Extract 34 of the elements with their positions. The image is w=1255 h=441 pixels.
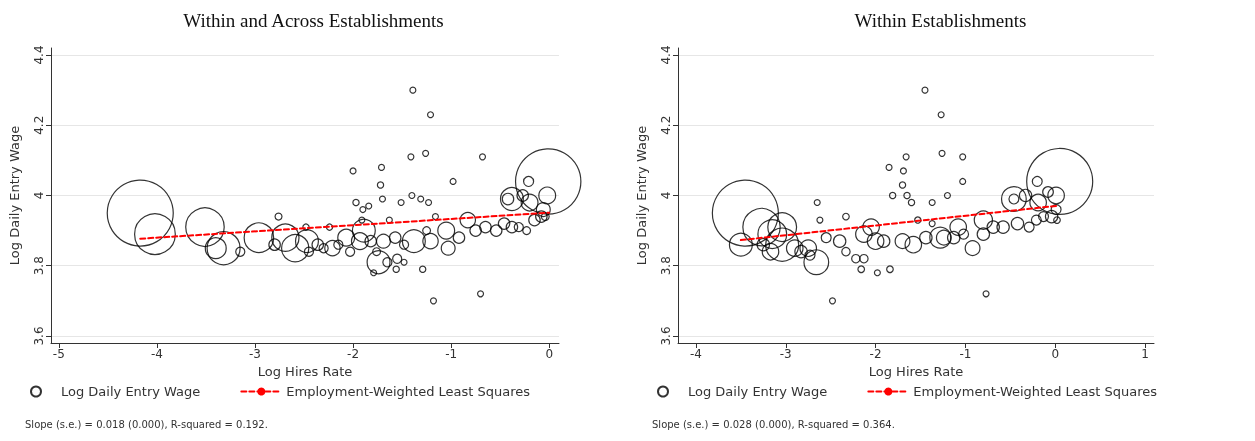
x-tick-label: -2 xyxy=(347,347,360,361)
y-tick-label: 3.6 xyxy=(659,326,673,346)
y-tick-label: 4 xyxy=(32,191,46,200)
x-tick-label: -2 xyxy=(869,347,882,361)
y-axis-title: Log Daily Entry Wage xyxy=(634,125,649,266)
x-tick-label: -4 xyxy=(689,347,702,361)
x-axis-title: Log Hires Rate xyxy=(257,364,353,379)
text: Slope (s.e.) = 0.018 (0.000), R-squared = 0.192. xyxy=(25,418,268,430)
x-tick-label: -3 xyxy=(779,347,792,361)
x-tick-label: 0 xyxy=(545,347,554,361)
x-tick-label: -4 xyxy=(150,347,163,361)
y-tick-label: 3.8 xyxy=(659,256,673,276)
chart-title: Within Establishments xyxy=(854,10,1027,31)
legend-label: Employment-Weighted Least Squares xyxy=(286,384,531,399)
x-axis-title: Log Hires Rate xyxy=(868,364,964,379)
legend-label: Log Daily Entry Wage xyxy=(688,384,828,399)
x-tick-label: -1 xyxy=(959,347,972,361)
y-tick-label: 4 xyxy=(659,191,673,200)
x-tick-label: -3 xyxy=(249,347,261,361)
y-tick-label: 4.4 xyxy=(32,45,46,65)
legend-label: Employment-Weighted Least Squares xyxy=(913,384,1158,399)
y-tick-label: 4.4 xyxy=(659,45,673,65)
y-tick-label: 3.8 xyxy=(32,256,46,276)
x-tick-label: -5 xyxy=(52,347,65,361)
legend-label: Log Daily Entry Wage xyxy=(61,384,201,399)
x-tick-label: -1 xyxy=(445,347,458,361)
y-tick-label: 4.2 xyxy=(32,115,46,135)
chart-title: Within and Across Establishments xyxy=(183,10,444,31)
y-tick-label: 3.6 xyxy=(32,326,46,346)
x-tick-label: 0 xyxy=(1051,347,1060,361)
y-tick-label: 4.2 xyxy=(659,115,673,135)
text: Slope (s.e.) = 0.028 (0.000), R-squared = 0.364. xyxy=(652,418,895,430)
y-axis-title: Log Daily Entry Wage xyxy=(7,125,22,266)
x-tick-label: 1 xyxy=(1141,347,1149,361)
